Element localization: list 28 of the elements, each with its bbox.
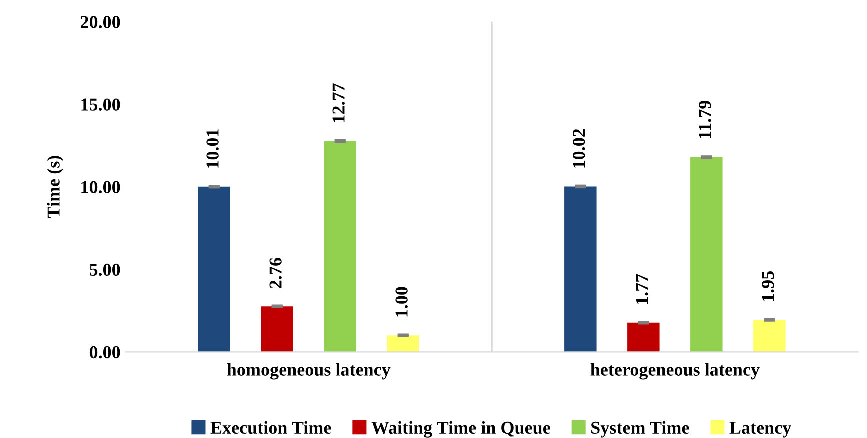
bar bbox=[754, 320, 786, 352]
y-tick-label: 0.00 bbox=[90, 346, 120, 359]
data-label: 12.77 bbox=[332, 84, 345, 122]
bar bbox=[387, 336, 420, 352]
y-tick-label: 15.00 bbox=[82, 98, 120, 111]
bar bbox=[690, 157, 723, 352]
y-tick-label: 5.00 bbox=[90, 264, 120, 276]
bar bbox=[628, 322, 660, 352]
data-label: 10.01 bbox=[206, 130, 219, 168]
y-tick-label: 20.00 bbox=[80, 16, 120, 28]
data-label: 1.00 bbox=[396, 287, 408, 317]
bar bbox=[564, 186, 597, 352]
data-label: 1.95 bbox=[762, 272, 774, 302]
legend-label: Execution Time bbox=[210, 421, 332, 434]
y-axis-title: Time (s) bbox=[47, 156, 64, 218]
legend-label: Latency bbox=[730, 422, 792, 438]
y-tick-label: 10.00 bbox=[82, 181, 120, 194]
bar bbox=[324, 141, 356, 352]
legend-label: Waiting Time in Queue bbox=[372, 421, 550, 438]
x-tick-label: homogeneous latency bbox=[227, 363, 391, 380]
data-label: 1.77 bbox=[636, 274, 648, 304]
data-label: 10.02 bbox=[573, 129, 586, 168]
data-label: 2.76 bbox=[270, 258, 282, 288]
bar bbox=[261, 306, 294, 352]
legend-label: System Time bbox=[592, 421, 690, 438]
bar bbox=[198, 186, 230, 352]
x-tick-label: heterogeneous latency bbox=[590, 363, 760, 380]
data-label: 11.79 bbox=[699, 100, 712, 139]
